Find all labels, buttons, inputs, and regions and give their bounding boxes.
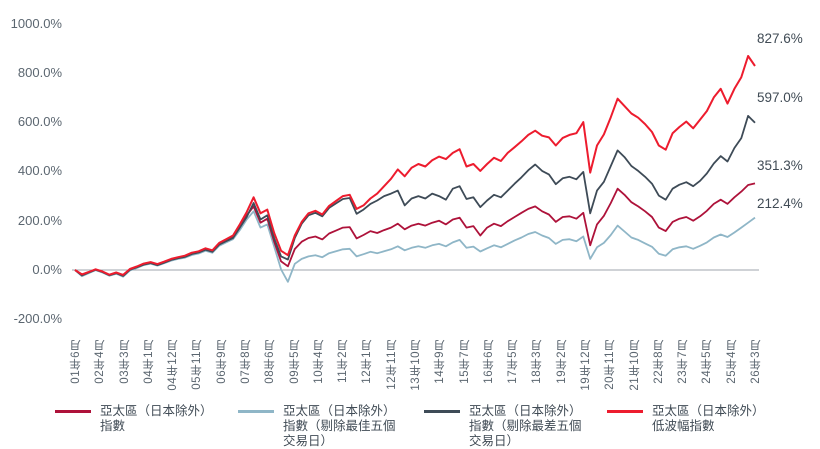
x-axis-tick-label: 13年10月 [410,339,422,391]
x-axis-tick-label: 03年3月 [118,339,131,384]
x-axis-tick-label: 05年11月 [191,339,204,390]
y-axis-tick-label: -200.0% [13,311,62,327]
x-axis-tick-label: 02年4月 [94,339,107,384]
legend-label-line: 低波幅指數 [652,419,715,433]
y-axis-tick-label: 400.0% [17,163,62,179]
y-axis-tick-label: 1000.0% [10,15,62,31]
series-line-1 [74,210,756,283]
legend-item-3: 亞太區（日本除外） 低波幅指數 [607,404,765,434]
legend-item-2: 亞太區（日本除外） 指數（剔除最差五個 交易日） [424,404,582,449]
legend-label-line: 指數 [100,419,126,433]
legend-label: 亞太區（日本除外） 指數（剔除最佳五個 交易日） [283,404,396,449]
legend-label: 亞太區（日本除外） 指數 [100,404,213,434]
legend-line-swatch [238,410,274,413]
x-axis-tick-label: 23年7月 [677,339,690,384]
x-axis-tick-label: 16年6月 [482,339,495,384]
legend-label-line: 指數（剔除最佳五個 [283,419,396,433]
x-axis-tick-label: 12年1月 [361,339,374,384]
legend-line-swatch [55,410,91,413]
legend-label-line: 亞太區（日本除外） [652,404,765,418]
legend-line-swatch [424,410,460,413]
series-end-value-label: 351.3% [757,158,803,173]
legend-label-line: 亞太區（日本除外） [469,404,582,418]
x-axis-tick-label: 25年4月 [725,339,738,384]
series-line-2 [74,115,756,277]
x-axis-tick-label: 14年9月 [434,339,447,384]
x-axis-tick-label: 17年5月 [507,339,520,384]
x-axis-tick-label: 06年9月 [215,339,228,384]
x-axis-tick-label: 10年4月 [312,339,325,384]
x-axis-tick-label: 07年8月 [240,339,252,384]
legend-item-0: 亞太區（日本除外） 指數 [55,404,213,434]
legend-label: 亞太區（日本除外） 低波幅指數 [652,404,765,434]
y-axis-tick-label: 800.0% [17,64,62,80]
legend-label-line: 交易日） [283,434,334,448]
x-axis-tick-label: 26年3月 [750,339,762,384]
series-line-3 [74,55,756,276]
x-axis-tick-label: 24年5月 [701,339,714,384]
x-axis-tick-label: 04年1月 [142,339,155,384]
legend-label-line: 指數（剔除最差五個 [469,419,582,433]
x-axis-tick-label: 01年6月 [70,339,82,384]
legend-label-line: 交易日） [469,434,520,448]
x-axis-tick-label: 21年10月 [628,339,641,391]
x-axis-tick-label: 19年12月 [580,339,592,391]
x-axis-tick-label: 20年11月 [604,339,617,390]
x-axis-tick-label: 09年5月 [288,339,301,384]
x-axis-tick-label: 08年6月 [264,339,277,384]
series-end-value-label: 827.6% [757,31,803,46]
x-axis-tick-label: 22年8月 [652,339,665,384]
x-axis-tick-label: 04年12月 [167,339,180,391]
legend-item-1: 亞太區（日本除外） 指數（剔除最佳五個 交易日） [238,404,396,449]
legend-label-line: 亞太區（日本除外） [283,404,396,418]
series-end-value-label: 212.4% [757,196,803,211]
legend-line-swatch [607,410,643,413]
y-axis-tick-label: 0.0% [32,262,62,277]
x-axis-tick-label: 19年2月 [555,339,568,384]
legend-label-line: 亞太區（日本除外） [100,404,213,418]
x-axis-tick-label: 11年2月 [337,339,350,383]
y-axis-tick-label: 600.0% [17,114,62,130]
legend-label: 亞太區（日本除外） 指數（剔除最差五個 交易日） [469,404,582,449]
x-axis-tick-label: 12年11月 [385,339,398,390]
x-axis-tick-label: 15年7月 [458,339,471,384]
series-end-value-label: 597.0% [757,90,803,105]
y-axis-tick-label: 200.0% [17,212,62,228]
x-axis-tick-label: 18年3月 [531,339,544,384]
